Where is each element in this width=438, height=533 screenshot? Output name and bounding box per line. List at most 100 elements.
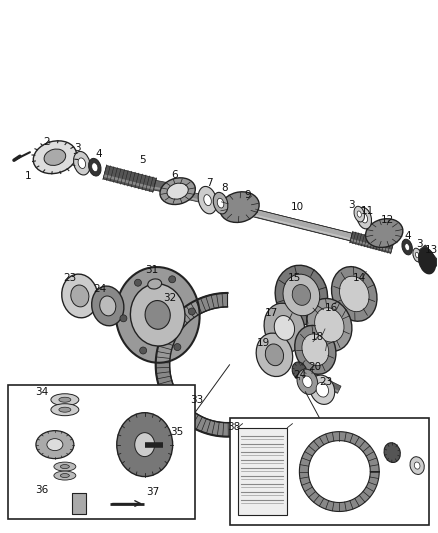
Ellipse shape <box>354 206 364 222</box>
Text: 31: 31 <box>145 265 158 275</box>
Text: 19: 19 <box>257 338 270 348</box>
Ellipse shape <box>307 298 352 351</box>
Ellipse shape <box>213 192 228 214</box>
Polygon shape <box>182 190 201 202</box>
Ellipse shape <box>413 248 421 262</box>
Ellipse shape <box>145 301 170 329</box>
Polygon shape <box>300 432 379 512</box>
Polygon shape <box>154 187 170 191</box>
Polygon shape <box>254 209 352 241</box>
Polygon shape <box>415 252 432 272</box>
Ellipse shape <box>148 279 162 289</box>
Ellipse shape <box>402 239 413 255</box>
Ellipse shape <box>71 285 89 307</box>
Ellipse shape <box>303 376 312 387</box>
Text: 38: 38 <box>227 422 240 432</box>
Ellipse shape <box>36 431 74 458</box>
Text: 16: 16 <box>325 303 338 313</box>
Ellipse shape <box>135 433 155 457</box>
Polygon shape <box>103 174 154 190</box>
Polygon shape <box>388 448 426 471</box>
Ellipse shape <box>274 316 295 340</box>
Bar <box>237 427 287 515</box>
Text: 4: 4 <box>405 231 411 241</box>
Ellipse shape <box>198 187 217 214</box>
Text: 32: 32 <box>163 293 176 303</box>
Text: 34: 34 <box>35 387 49 397</box>
Ellipse shape <box>131 284 185 346</box>
Ellipse shape <box>54 462 76 471</box>
Ellipse shape <box>332 266 377 321</box>
Ellipse shape <box>366 219 403 247</box>
Ellipse shape <box>51 403 79 416</box>
Polygon shape <box>182 195 199 201</box>
Ellipse shape <box>264 303 305 352</box>
Ellipse shape <box>275 265 328 325</box>
Text: 13: 13 <box>424 245 438 255</box>
Ellipse shape <box>310 375 335 405</box>
Ellipse shape <box>302 334 329 366</box>
Circle shape <box>140 347 147 354</box>
Text: 23: 23 <box>63 273 77 283</box>
Ellipse shape <box>283 274 320 316</box>
Ellipse shape <box>256 333 293 376</box>
Bar <box>230 418 429 526</box>
Text: 5: 5 <box>139 155 146 165</box>
Ellipse shape <box>361 213 367 223</box>
Polygon shape <box>254 214 351 240</box>
Text: 15: 15 <box>288 273 301 283</box>
Ellipse shape <box>117 413 173 477</box>
Ellipse shape <box>314 308 344 342</box>
Ellipse shape <box>357 207 371 229</box>
Text: 37: 37 <box>146 487 159 497</box>
Text: 36: 36 <box>35 484 49 495</box>
Polygon shape <box>155 293 234 437</box>
Ellipse shape <box>410 457 424 474</box>
Ellipse shape <box>78 158 85 168</box>
Bar <box>8 385 194 520</box>
Polygon shape <box>350 239 392 252</box>
Ellipse shape <box>220 192 259 222</box>
Text: 2: 2 <box>44 138 50 147</box>
Ellipse shape <box>295 326 336 374</box>
Ellipse shape <box>60 473 69 478</box>
Ellipse shape <box>116 267 200 363</box>
Ellipse shape <box>88 158 101 176</box>
Ellipse shape <box>217 198 224 208</box>
Text: 24: 24 <box>293 370 306 380</box>
Text: 14: 14 <box>353 273 366 283</box>
Ellipse shape <box>33 141 77 174</box>
Ellipse shape <box>419 248 435 274</box>
Ellipse shape <box>51 394 79 406</box>
Text: 9: 9 <box>244 190 251 200</box>
Ellipse shape <box>297 369 318 394</box>
Ellipse shape <box>405 244 410 251</box>
Text: 1: 1 <box>25 171 31 181</box>
Ellipse shape <box>316 382 328 397</box>
Text: 3: 3 <box>74 143 81 154</box>
Ellipse shape <box>100 296 116 316</box>
Text: 3: 3 <box>416 239 422 249</box>
Polygon shape <box>413 245 438 273</box>
Text: 11: 11 <box>360 206 374 216</box>
Text: 35: 35 <box>170 426 183 437</box>
Circle shape <box>188 308 195 315</box>
Ellipse shape <box>44 149 66 165</box>
Text: 18: 18 <box>311 332 324 342</box>
Ellipse shape <box>265 344 283 366</box>
Text: 7: 7 <box>206 178 213 188</box>
Ellipse shape <box>74 151 90 175</box>
Ellipse shape <box>357 211 361 217</box>
Ellipse shape <box>414 462 420 469</box>
Polygon shape <box>350 232 394 253</box>
Polygon shape <box>154 180 171 193</box>
Ellipse shape <box>160 178 195 205</box>
Circle shape <box>134 279 141 286</box>
Ellipse shape <box>54 471 76 480</box>
Text: 33: 33 <box>190 395 203 405</box>
Polygon shape <box>293 364 341 393</box>
Text: 20: 20 <box>308 362 321 372</box>
Circle shape <box>120 315 127 322</box>
Text: 8: 8 <box>221 183 228 193</box>
Ellipse shape <box>292 285 311 305</box>
